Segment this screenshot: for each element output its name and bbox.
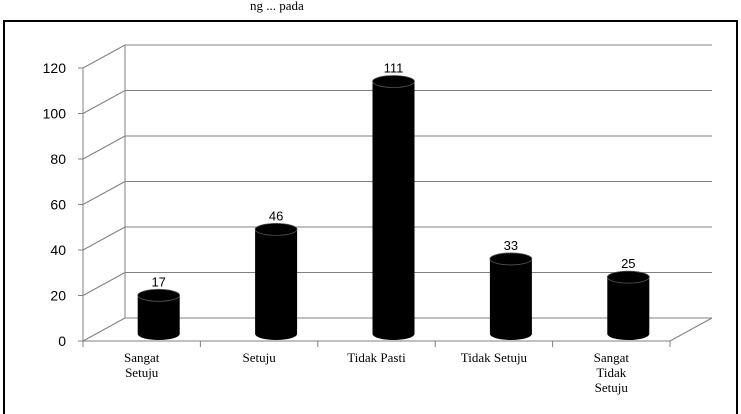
y-tick-label-1: 20 <box>50 288 66 304</box>
bar-body-2 <box>372 81 415 340</box>
data-label-4: 25 <box>621 256 635 271</box>
category-label-3: Tidak Setuju <box>461 350 528 365</box>
y-tick-label-3: 60 <box>50 197 66 213</box>
floor-right-edge <box>669 317 713 342</box>
bar-cap-0 <box>137 288 181 302</box>
category-label-line: Tidak Setuju <box>461 350 528 365</box>
data-label-0: 17 <box>151 274 165 289</box>
bar-body-1 <box>255 229 298 340</box>
bars <box>137 75 650 341</box>
category-label-0: Sangat Setuju <box>124 350 160 380</box>
bar-cap-3 <box>489 252 533 266</box>
bar-cap-2 <box>372 75 415 88</box>
y-tick-label-6: 120 <box>43 60 67 76</box>
header-fragment: ng ... pada <box>250 0 304 13</box>
grid-diag-1 <box>82 272 126 296</box>
bar-4 <box>606 270 650 340</box>
category-label-line: Tidak Pasti <box>347 350 406 365</box>
data-label-3: 33 <box>504 238 518 253</box>
chart-border <box>3 20 738 414</box>
bar-body-0 <box>137 295 180 340</box>
bar-body-3 <box>489 258 532 341</box>
y-tick-label-0: 0 <box>58 333 66 349</box>
category-label-line: Setuju <box>242 350 276 365</box>
grid-diag-2 <box>82 226 126 251</box>
grid-diag-0 <box>82 317 126 342</box>
grid-diag-5 <box>82 90 126 114</box>
category-label-line: Sangat <box>594 350 630 365</box>
grid-diag-4 <box>82 135 126 160</box>
bar-3 <box>489 252 533 341</box>
category-label-2: Tidak Pasti <box>347 350 406 365</box>
bar-cap-4 <box>606 270 650 284</box>
data-labels: 17 46 111 33 25 <box>151 60 635 289</box>
bar-1 <box>254 222 298 340</box>
category-label-line: Sangat <box>124 350 160 365</box>
data-label-2: 111 <box>384 60 404 75</box>
bar-cap-1 <box>254 222 298 236</box>
category-label-line: Tidak <box>596 365 626 380</box>
category-label-line: Setuju <box>125 365 159 380</box>
category-label-line: Setuju <box>595 380 629 395</box>
category-label-1: Setuju <box>242 350 276 365</box>
grid <box>82 44 712 342</box>
bar-0 <box>137 288 181 340</box>
bar-body-4 <box>607 277 650 340</box>
grid-diag-3 <box>82 181 126 205</box>
bar-2 <box>372 75 415 340</box>
y-tick-label-5: 100 <box>43 106 67 122</box>
y-axis-ticks: 0 20 40 60 80 100 120 <box>43 60 83 349</box>
grid-diag-6 <box>82 44 126 69</box>
y-tick-label-4: 80 <box>50 151 66 167</box>
data-label-1: 46 <box>269 208 283 223</box>
category-label-4: Sangat Tidak Setuju <box>594 350 630 395</box>
y-tick-label-2: 40 <box>50 242 66 258</box>
